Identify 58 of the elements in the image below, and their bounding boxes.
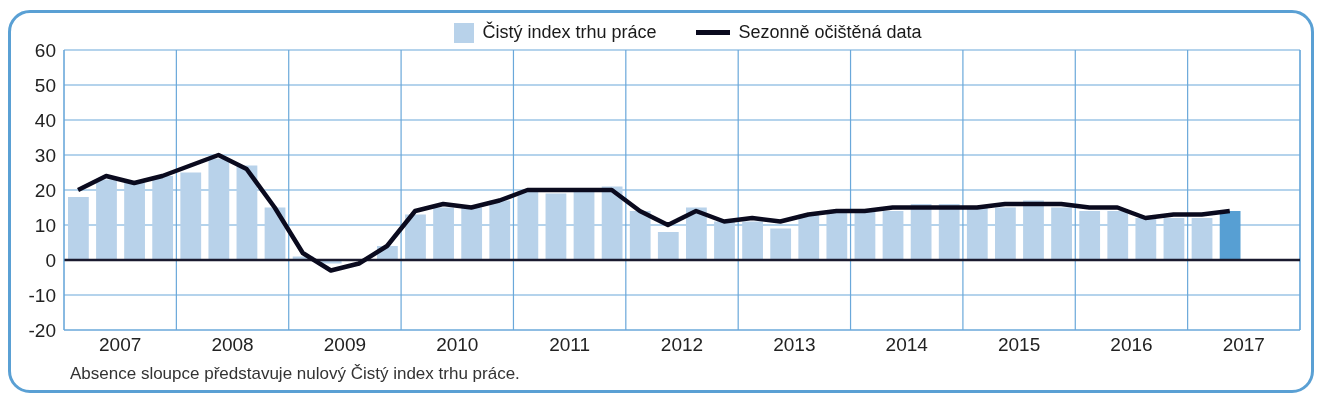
legend-label: Sezonně očištěná data bbox=[738, 22, 922, 43]
text: Absence sloupce představuje nulový Čistý index trhu práce. bbox=[70, 364, 520, 384]
bar bbox=[966, 207, 988, 260]
y-tick-label: 10 bbox=[34, 214, 56, 236]
bar bbox=[826, 211, 848, 260]
bar bbox=[68, 197, 89, 260]
x-tick-label: 2009 bbox=[323, 334, 367, 356]
y-tick-label: -10 bbox=[28, 284, 56, 306]
bar bbox=[882, 211, 904, 260]
bar bbox=[1051, 207, 1072, 260]
x-tick-label: 2016 bbox=[1110, 334, 1153, 356]
y-tick-label: 50 bbox=[34, 74, 56, 96]
bar bbox=[798, 214, 820, 260]
bar bbox=[180, 172, 202, 260]
bar bbox=[629, 211, 651, 260]
bar bbox=[545, 193, 567, 260]
y-tick-label: -20 bbox=[28, 319, 56, 341]
y-tick-label: 40 bbox=[34, 109, 56, 131]
bar bbox=[573, 190, 595, 260]
bar bbox=[1107, 211, 1129, 260]
bar bbox=[433, 207, 454, 260]
x-tick-label: 2012 bbox=[660, 334, 704, 356]
bar bbox=[995, 207, 1016, 260]
legend-label: Čistý index trhu práce bbox=[482, 22, 657, 43]
bar bbox=[657, 232, 679, 260]
bar bbox=[152, 176, 174, 260]
bar bbox=[208, 158, 230, 260]
x-tick-label: 2017 bbox=[1222, 334, 1265, 356]
x-tick-label: 2010 bbox=[436, 334, 479, 356]
bar bbox=[405, 214, 426, 260]
x-tick-label: 2014 bbox=[885, 334, 929, 356]
bar bbox=[1191, 218, 1213, 260]
bar bbox=[1023, 200, 1044, 260]
y-tick-label: 0 bbox=[45, 249, 56, 271]
bar bbox=[489, 200, 511, 260]
bar bbox=[938, 204, 960, 260]
y-tick-label: 60 bbox=[34, 39, 56, 61]
x-tick-label: 2011 bbox=[549, 334, 591, 356]
x-tick-label: 2015 bbox=[997, 334, 1041, 356]
line-series bbox=[75, 152, 1233, 273]
bar bbox=[714, 221, 735, 260]
bar bbox=[124, 183, 145, 260]
x-tick-label: 2008 bbox=[211, 334, 254, 356]
bar bbox=[601, 186, 623, 260]
x-tick-label: 2013 bbox=[773, 334, 816, 356]
bar bbox=[770, 228, 792, 260]
bar bbox=[854, 211, 876, 260]
x-tick-label: 2007 bbox=[99, 334, 142, 356]
bar bbox=[96, 179, 117, 260]
bar bbox=[1135, 218, 1157, 260]
bar bbox=[1079, 211, 1101, 260]
bar bbox=[517, 190, 539, 260]
bar bbox=[461, 207, 483, 260]
y-tick-label: 30 bbox=[34, 144, 56, 166]
bar bbox=[1163, 218, 1185, 260]
bar bbox=[742, 221, 763, 260]
bar bbox=[1219, 211, 1241, 260]
y-tick-label: 20 bbox=[34, 179, 56, 201]
